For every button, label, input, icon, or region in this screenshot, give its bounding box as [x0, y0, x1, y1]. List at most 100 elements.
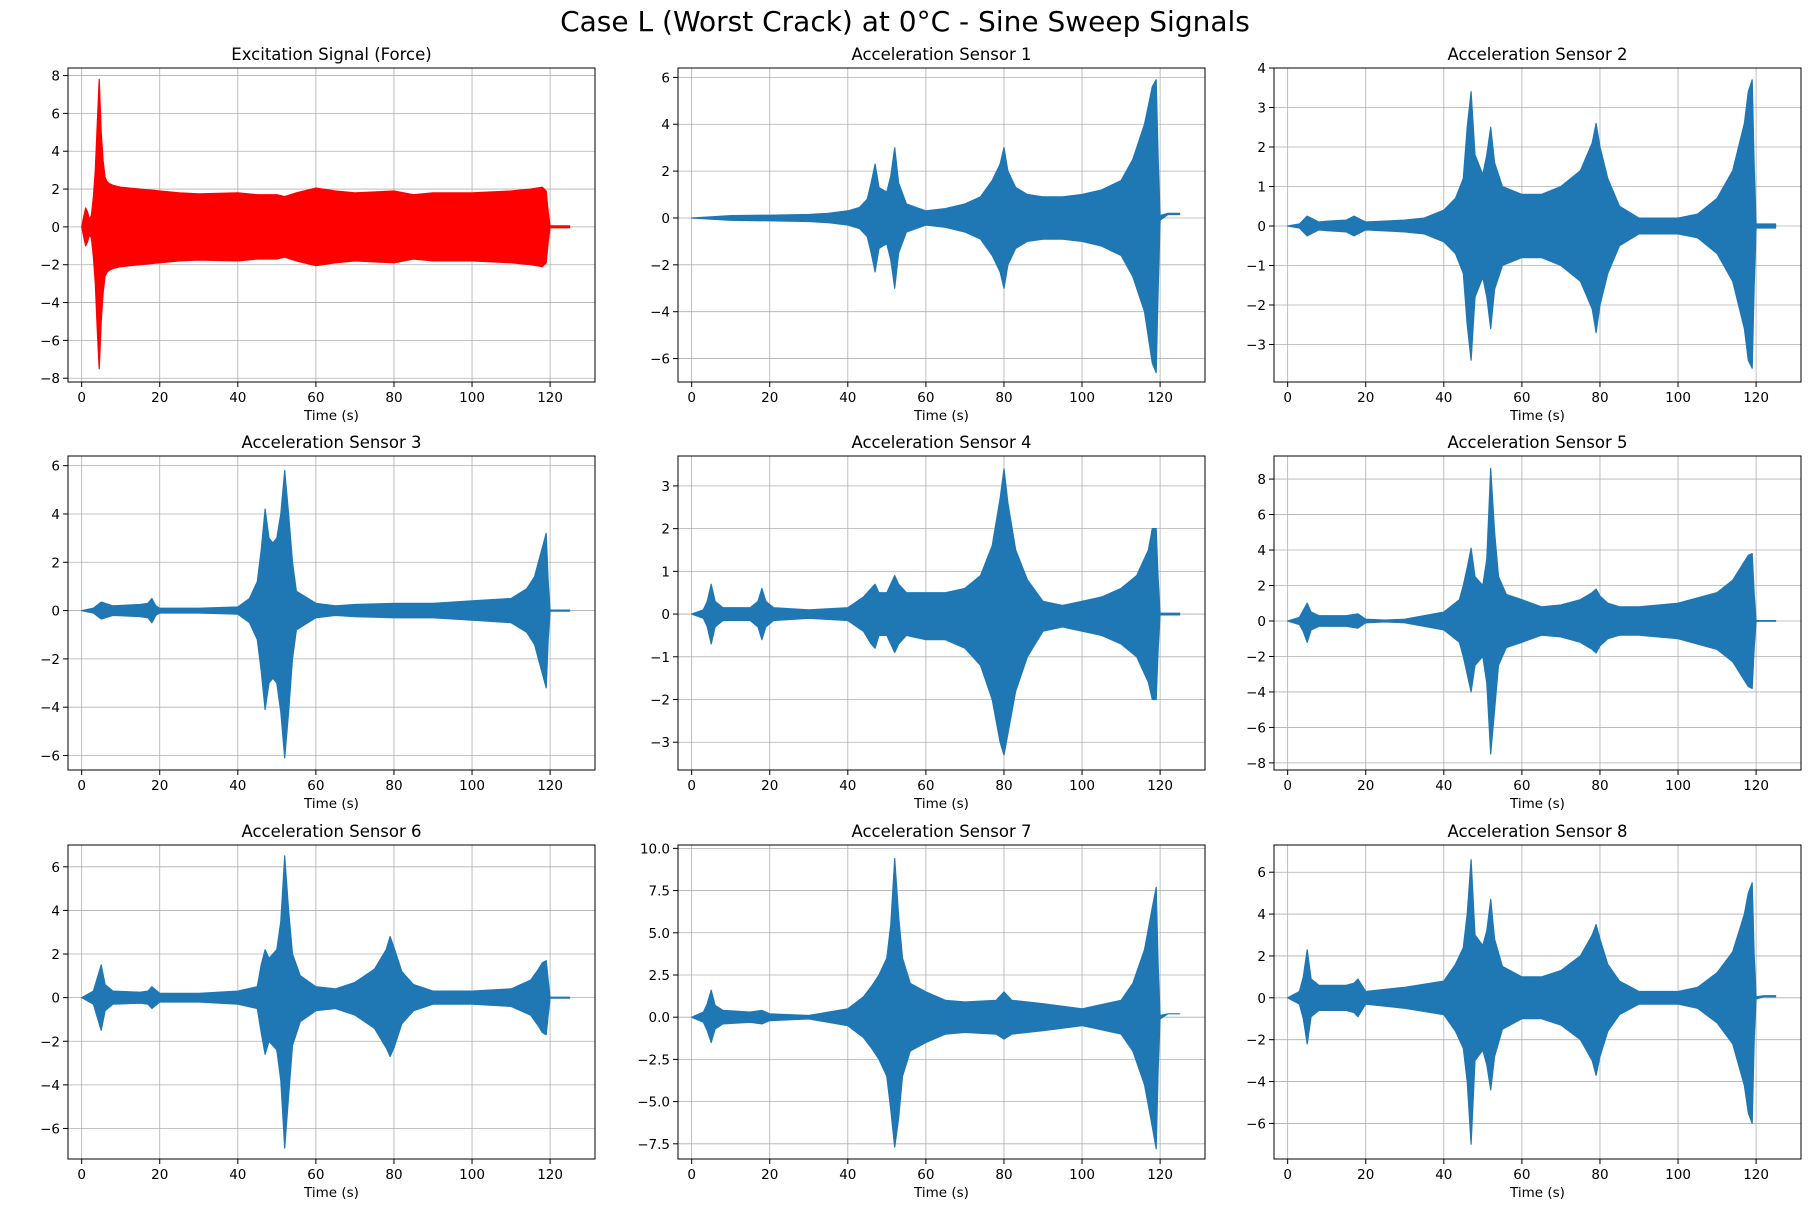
- chart-title: Excitation Signal (Force): [231, 45, 431, 64]
- y-tick-label-6: 6: [1257, 865, 1266, 881]
- y-tick-label-7: 10.0: [640, 841, 670, 857]
- y-tick-label-5: 4: [661, 117, 670, 133]
- y-tick-label-4: 2: [1257, 949, 1266, 965]
- signal-series: [81, 469, 571, 759]
- y-tick-label-7: 6: [1257, 508, 1266, 524]
- y-tick-label-2: −2: [650, 258, 670, 274]
- x-tick-label-5: 100: [1069, 390, 1095, 406]
- x-tick-label-3: 60: [307, 778, 324, 794]
- y-tick-label-0: −3: [1246, 337, 1266, 353]
- y-tick-label-0: −6: [40, 749, 60, 765]
- chart-title: Acceleration Sensor 1: [851, 45, 1031, 64]
- y-tick-label-2: −2: [1246, 1033, 1266, 1049]
- y-tick-label-3: 0: [51, 991, 60, 1007]
- y-tick-label-4: 1: [1257, 179, 1266, 195]
- y-tick-label-4: 0: [1257, 614, 1266, 630]
- chart-title: Acceleration Sensor 6: [241, 822, 421, 841]
- chart-title: Acceleration Sensor 7: [851, 822, 1031, 841]
- y-tick-label-5: 2: [1257, 140, 1266, 156]
- chart-panel-6: 0 20 40 60 80 100 120 −8 −6 −4 −2 0 2 4 6 8 Acceleration…: [1246, 433, 1802, 812]
- x-tick-label-0: 0: [77, 778, 86, 794]
- x-tick-label-6: 120: [1147, 778, 1173, 794]
- x-tick-label-2: 40: [839, 778, 856, 794]
- x-tick-label-2: 40: [229, 778, 246, 794]
- x-axis-label: Time (s): [913, 408, 969, 424]
- x-tick-label-4: 80: [995, 1167, 1012, 1183]
- x-tick-label-0: 0: [1283, 778, 1292, 794]
- x-tick-label-3: 60: [307, 390, 324, 406]
- x-tick-label-1: 20: [1357, 778, 1374, 794]
- y-tick-label-6: 4: [1257, 543, 1266, 559]
- signal-series: [1287, 859, 1777, 1145]
- y-tick-label-7: 6: [51, 106, 60, 122]
- signal-series: [1287, 79, 1777, 369]
- x-tick-label-6: 120: [1743, 1167, 1769, 1183]
- x-axis-label: Time (s): [913, 796, 969, 812]
- x-tick-label-6: 120: [1147, 390, 1173, 406]
- y-tick-label-2: −2: [40, 1034, 60, 1050]
- chart-panel-7: 0 20 40 60 80 100 120 −6 −4 −2 0 2 4 6 Acceleration Se…: [40, 822, 596, 1201]
- y-tick-label-2: −1: [1246, 258, 1266, 274]
- x-tick-label-6: 120: [1743, 778, 1769, 794]
- x-tick-label-1: 20: [151, 1167, 168, 1183]
- chart-title: Acceleration Sensor 4: [851, 433, 1031, 452]
- x-tick-label-5: 100: [459, 390, 485, 406]
- signal-series: [1287, 467, 1777, 755]
- x-tick-label-1: 20: [761, 778, 778, 794]
- y-tick-label-1: −4: [1246, 1075, 1266, 1091]
- y-tick-label-4: 0: [51, 220, 60, 236]
- chart-title: Acceleration Sensor 2: [1447, 45, 1627, 64]
- x-tick-label-2: 40: [839, 1167, 856, 1183]
- y-tick-label-2: −2: [40, 652, 60, 668]
- y-tick-label-0: −6: [1246, 1116, 1266, 1132]
- x-tick-label-1: 20: [1357, 1167, 1374, 1183]
- x-tick-label-5: 100: [459, 1167, 485, 1183]
- y-tick-label-6: 6: [661, 70, 670, 86]
- chart-panel-8: 0 20 40 60 80 100 120 −7.5 −5.0 −2.5 0.0 2.5 5.0 7.5 1…: [637, 822, 1206, 1201]
- y-tick-label-1: −4: [40, 700, 60, 716]
- chart-panel-5: 0 20 40 60 80 100 120 −3 −2 −1 0 1 2 3 Acceleration Se…: [650, 433, 1206, 812]
- y-tick-label-0: −8: [40, 371, 60, 387]
- x-tick-label-6: 120: [537, 390, 563, 406]
- y-tick-label-4: 1: [661, 564, 670, 580]
- chart-panel-1: 0 20 40 60 80 100 120 −8 −6 −4 −2 0 2 4 6 8 Excitation S…: [40, 45, 596, 424]
- y-tick-label-1: −6: [40, 333, 60, 349]
- x-tick-label-5: 100: [1069, 1167, 1095, 1183]
- y-tick-label-1: −2: [650, 693, 670, 709]
- x-tick-label-5: 100: [1665, 390, 1691, 406]
- x-tick-label-3: 60: [1513, 390, 1530, 406]
- x-tick-label-2: 40: [229, 1167, 246, 1183]
- y-tick-label-3: 0: [51, 604, 60, 620]
- x-tick-label-2: 40: [1435, 390, 1452, 406]
- y-tick-label-0: −3: [650, 735, 670, 751]
- axes-frame: [67, 67, 596, 383]
- y-tick-label-3: 0: [661, 607, 670, 623]
- x-tick-label-4: 80: [385, 1167, 402, 1183]
- axes-frame: [677, 455, 1206, 771]
- y-tick-label-3: −2: [40, 258, 60, 274]
- y-tick-label-2: −4: [40, 296, 60, 312]
- y-tick-label-7: 4: [1257, 61, 1266, 77]
- signal-series: [691, 79, 1181, 374]
- y-tick-label-5: 5.0: [649, 926, 670, 942]
- axes-frame: [1273, 455, 1802, 771]
- y-tick-label-2: −1: [650, 650, 670, 666]
- x-tick-label-4: 80: [385, 390, 402, 406]
- signal-series: [691, 857, 1181, 1150]
- x-tick-label-3: 60: [917, 778, 934, 794]
- x-tick-label-3: 60: [917, 1167, 934, 1183]
- x-tick-label-1: 20: [761, 1167, 778, 1183]
- x-tick-label-6: 120: [537, 778, 563, 794]
- y-tick-label-6: 6: [51, 459, 60, 475]
- y-tick-label-3: 0: [661, 211, 670, 227]
- y-tick-label-5: 2: [1257, 579, 1266, 595]
- x-tick-label-4: 80: [385, 778, 402, 794]
- y-tick-label-6: 3: [1257, 100, 1266, 116]
- chart-title: Acceleration Sensor 5: [1447, 433, 1627, 452]
- axes-frame: [1273, 844, 1802, 1160]
- x-tick-label-1: 20: [761, 390, 778, 406]
- y-tick-label-1: −4: [650, 305, 670, 321]
- y-tick-label-6: 4: [51, 144, 60, 160]
- signal-series: [691, 468, 1181, 756]
- x-tick-label-4: 80: [1591, 778, 1608, 794]
